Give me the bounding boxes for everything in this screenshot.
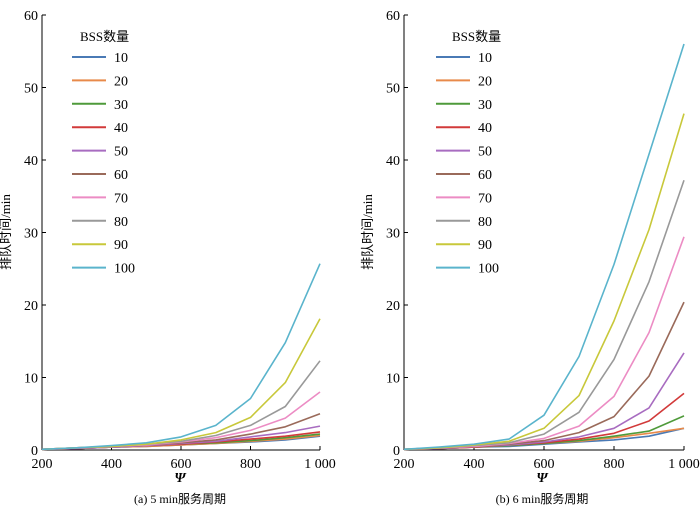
y-tick-label-b: 0: [393, 444, 400, 459]
series-line-90-a: [41, 318, 321, 451]
y-axis-label-b: 排队时间/min: [360, 194, 375, 270]
y-tick-label-b: 30: [386, 227, 400, 242]
x-tick-label-b: 800: [604, 457, 625, 472]
chart-panel-a: (a) 5 min服务周期 Ψ 排队时间/min BSS数量 0 10 20 30 40…: [0, 9, 336, 506]
y-tick-label-a: 20: [24, 299, 38, 314]
y-axis-label-a: 排队时间/min: [0, 194, 13, 270]
legend-label-80-b: 80: [478, 215, 492, 230]
x-tick-label-b: 600: [534, 457, 555, 472]
legend-label-80-a: 80: [114, 215, 128, 230]
x-tick-label-a: 800: [240, 457, 261, 472]
series-line-100-b: [403, 43, 685, 451]
legend-label-10-b: 10: [478, 51, 492, 66]
y-tick-label-b: 10: [386, 372, 400, 387]
x-tick-label-b: 400: [464, 457, 485, 472]
chart-caption-a: (a) 5 min服务周期: [134, 491, 226, 506]
y-tick-label-a: 30: [24, 227, 38, 242]
legend-label-70-a: 70: [114, 191, 128, 206]
x-tick-label-a: 200: [32, 457, 53, 472]
legend-label-40-b: 40: [478, 121, 492, 136]
x-tick-label-a: 400: [101, 457, 122, 472]
legend-label-10-a: 10: [114, 51, 128, 66]
legend-label-100-b: 100: [478, 262, 499, 277]
legend-label-40-a: 40: [114, 121, 128, 136]
x-tick-label-b: 1 000: [668, 457, 700, 472]
x-axis-label-b: Ψ: [536, 471, 549, 486]
legend-label-60-a: 60: [114, 168, 128, 183]
legend-label-100-a: 100: [114, 262, 135, 277]
y-tick-label-a: 50: [24, 82, 38, 97]
y-tick-label-a: 0: [31, 444, 38, 459]
x-tick-label-b: 200: [394, 457, 415, 472]
x-tick-label-a: 600: [171, 457, 192, 472]
series-line-30-b: [403, 415, 685, 451]
x-axis-label-a: Ψ: [174, 471, 187, 486]
series-line-70-b: [403, 236, 685, 451]
chart-caption-b: (b) 6 min服务周期: [496, 491, 589, 506]
series-line-100-a: [41, 263, 321, 451]
legend-label-70-b: 70: [478, 191, 492, 206]
legend-label-60-b: 60: [478, 168, 492, 183]
y-tick-label-b: 20: [386, 299, 400, 314]
legend-label-90-b: 90: [478, 238, 492, 253]
legend-title-a: BSS数量: [80, 29, 129, 44]
legend-label-20-a: 20: [114, 74, 128, 89]
legend-label-20-b: 20: [478, 74, 492, 89]
legend-label-50-a: 50: [114, 145, 128, 160]
legend-label-30-b: 30: [478, 98, 492, 113]
y-tick-label-b: 50: [386, 82, 400, 97]
x-tick-label-a: 1 000: [304, 457, 336, 472]
legend-label-90-a: 90: [114, 238, 128, 253]
y-tick-label-a: 10: [24, 372, 38, 387]
legend-label-30-a: 30: [114, 98, 128, 113]
legend-label-50-b: 50: [478, 145, 492, 160]
y-tick-label-b: 40: [386, 154, 400, 169]
y-tick-label-a: 40: [24, 154, 38, 169]
y-tick-label-a: 60: [24, 9, 38, 24]
y-tick-label-b: 60: [386, 9, 400, 24]
chart-panel-b: (b) 6 min服务周期 Ψ 排队时间/min BSS数量 0 10 20 30 40…: [360, 9, 700, 506]
series-line-90-b: [403, 113, 685, 451]
legend-title-b: BSS数量: [452, 29, 501, 44]
